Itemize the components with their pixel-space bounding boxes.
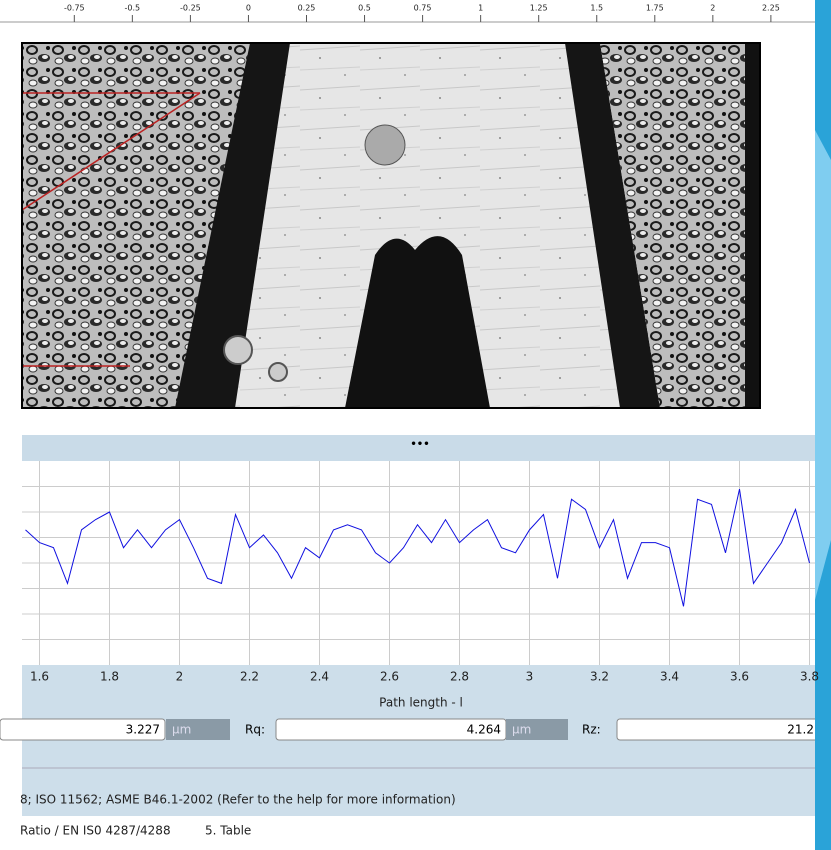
- ruler-label: 1.25: [530, 4, 548, 13]
- x-tick-label: 2.6: [380, 670, 399, 684]
- x-tick-label: 2: [176, 670, 184, 684]
- ruler-label: -0.25: [180, 4, 201, 13]
- ruler-label: -0.75: [64, 4, 85, 13]
- ruler-label: 2: [710, 4, 715, 13]
- x-tick-label: 3.6: [730, 670, 749, 684]
- ruler-label: 0.75: [414, 4, 432, 13]
- ruler-label: 1: [478, 4, 483, 13]
- ruler-label: 2.25: [762, 4, 780, 13]
- param-value: 21.2: [787, 723, 814, 737]
- dark-band: [745, 43, 760, 408]
- pit: [269, 363, 287, 381]
- ruler-label: 1.75: [646, 4, 664, 13]
- x-tick-label: 3.2: [590, 670, 609, 684]
- x-tick-label: 2.2: [240, 670, 259, 684]
- microscope-image: [22, 43, 760, 408]
- param-unit: µm: [172, 723, 191, 737]
- ruler-bg: [0, 0, 815, 24]
- x-axis-title: Path length - l: [379, 696, 463, 710]
- x-tick-label: 3: [526, 670, 534, 684]
- ruler-label: -0.5: [125, 4, 141, 13]
- param-value: 3.227: [126, 723, 160, 737]
- param-unit: µm: [512, 723, 531, 737]
- x-axis-band: [22, 665, 820, 691]
- ruler-label: 0: [246, 4, 251, 13]
- param-label: Rq:: [245, 723, 265, 737]
- ruler: -0.75 -0.5 -0.25 0 0.25 0.5 0.75 1 1.25 1.5 1.75 2 2…: [0, 0, 815, 24]
- x-tick-label: 1.8: [100, 670, 119, 684]
- x-tick-label: 2.8: [450, 670, 469, 684]
- screen: -0.75 -0.5 -0.25 0 0.25 0.5 0.75 1 1.25 1.5 1.75 2 2…: [0, 0, 831, 850]
- x-tick-label: 3.4: [660, 670, 679, 684]
- splitter-grip: •••: [410, 439, 429, 450]
- param-label: Rz:: [582, 723, 601, 737]
- side-accent: [815, 130, 831, 600]
- pit: [365, 125, 405, 165]
- x-tick-label: 2.4: [310, 670, 329, 684]
- x-tick-label: 1.6: [30, 670, 49, 684]
- tab[interactable]: 5. Table: [205, 824, 251, 838]
- pit: [224, 336, 252, 364]
- ruler-label: 1.5: [590, 4, 603, 13]
- param-value: 4.264: [467, 723, 501, 737]
- tab[interactable]: Ratio / EN IS0 4287/4288: [20, 824, 171, 838]
- x-tick-label: 3.8: [800, 670, 819, 684]
- standards-note: 8; ISO 11562; ASME B46.1-2002 (Refer to …: [20, 793, 456, 807]
- ruler-label: 0.25: [298, 4, 316, 13]
- ruler-label: 0.5: [358, 4, 371, 13]
